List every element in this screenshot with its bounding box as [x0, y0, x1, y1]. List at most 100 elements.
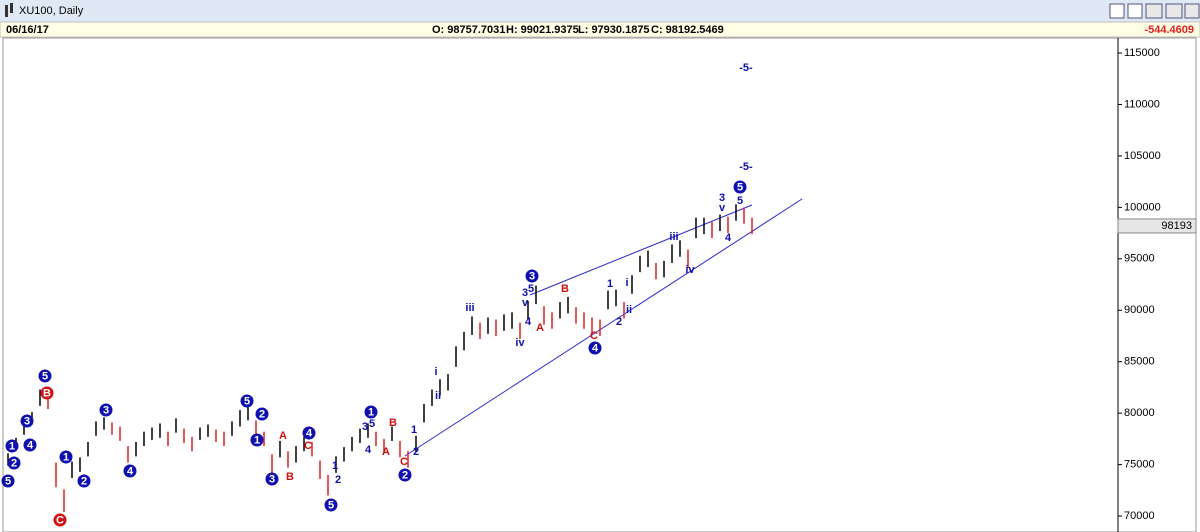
wave-marker: [20, 414, 34, 428]
y-tick-label: 95000: [1124, 253, 1155, 265]
wave-label: 5: [737, 181, 743, 193]
wave-marker: [77, 474, 91, 488]
wave-label: C: [56, 514, 64, 526]
last-price-box: [1117, 218, 1197, 234]
wave-label: i: [625, 277, 628, 289]
wave-label: 3: [269, 473, 275, 485]
wave-label: B: [286, 471, 294, 483]
wave-label: 3: [529, 270, 535, 282]
wave-label: A: [279, 430, 287, 442]
wave-label: B: [43, 387, 51, 399]
wave-label: B: [561, 283, 569, 295]
wave-marker: [302, 426, 316, 440]
plot-area: [2, 37, 1197, 532]
wave-label: 1: [332, 460, 338, 472]
wave-label: ii: [626, 304, 632, 316]
wave-marker: [40, 386, 54, 400]
wave-label: 4: [127, 465, 134, 477]
y-tick-label: 110000: [1124, 98, 1160, 110]
button-minimize[interactable]: [1145, 3, 1163, 19]
wave-marker: [53, 513, 67, 527]
info-date: 06/16/17: [6, 24, 49, 36]
info-low: L: 97930.1875: [578, 24, 650, 36]
wave-marker: [123, 464, 137, 478]
wave-label: A: [536, 322, 544, 334]
wave-label: v: [522, 297, 529, 309]
wave-label: iii: [669, 231, 678, 243]
wave-label: -5-: [739, 161, 753, 173]
wave-label: 2: [335, 474, 341, 486]
title-bar: [0, 0, 1200, 22]
button-maximize[interactable]: [1165, 3, 1183, 19]
button-close[interactable]: [1184, 3, 1200, 19]
wave-label: 4: [306, 427, 313, 439]
info-bar: [0, 21, 1200, 38]
wave-marker: [265, 472, 279, 486]
wave-marker: [1, 474, 15, 488]
window-icon: [5, 3, 13, 17]
wave-label: B: [389, 417, 397, 429]
wave-label: C: [400, 456, 408, 468]
wave-marker: [398, 468, 412, 482]
wedge-lower-line: [404, 198, 803, 457]
window-buttons[interactable]: [1109, 3, 1200, 19]
wave-label: 4: [365, 444, 372, 456]
y-tick-label: 80000: [1124, 407, 1155, 419]
wave-label: 5: [528, 283, 534, 295]
wave-label: 2: [413, 446, 419, 458]
wave-label: 1: [368, 406, 374, 418]
wave-marker: [255, 407, 269, 421]
wave-marker: [5, 439, 19, 453]
wave-marker: [525, 269, 539, 283]
y-tick-label: 85000: [1124, 356, 1155, 368]
wave-marker: [324, 498, 338, 512]
y-tick-label: 75000: [1124, 459, 1155, 471]
y-tick-label: 90000: [1124, 304, 1155, 316]
wave-label: iii: [465, 302, 474, 314]
wave-marker: [240, 394, 254, 408]
wave-label: 3: [103, 404, 109, 416]
wave-label: 3: [522, 287, 528, 299]
wave-label: 4: [725, 232, 732, 244]
wave-label: 3: [362, 421, 368, 433]
y-tick-label: 100000: [1124, 201, 1161, 213]
info-open: O: 98757.7031: [432, 24, 505, 36]
wave-label: 4: [592, 342, 599, 354]
last-price-label: 98193: [1161, 220, 1192, 232]
wave-label: 2: [616, 316, 622, 328]
wave-label: 5: [737, 195, 743, 207]
y-tick-label: 105000: [1124, 150, 1161, 162]
wave-label: i: [434, 366, 437, 378]
button-icon[interactable]: [1109, 3, 1125, 19]
info-close: C: 98192.5469: [651, 24, 724, 36]
wave-label: 5: [5, 475, 11, 487]
wave-marker: [364, 405, 378, 419]
wave-label: 1: [63, 451, 69, 463]
info-high: H: 99021.9375: [506, 24, 579, 36]
window-title: XU100, Daily: [19, 5, 84, 17]
wave-marker: [23, 438, 37, 452]
y-tick-label: 70000: [1124, 510, 1155, 522]
wave-label: iv: [685, 264, 695, 276]
wave-label: 2: [81, 475, 87, 487]
wave-label: 5: [328, 499, 334, 511]
wave-label: 1: [411, 424, 417, 436]
button-restore[interactable]: [1127, 3, 1143, 19]
wave-marker: [38, 369, 52, 383]
wave-label: iv: [515, 337, 525, 349]
wave-marker: [250, 433, 264, 447]
wave-label: 3: [719, 192, 725, 204]
info-change: -544.4609: [1144, 24, 1194, 36]
wave-label: 5: [244, 395, 250, 407]
wave-marker: [59, 450, 73, 464]
wave-label: 5: [369, 418, 375, 430]
wave-label: 1: [607, 278, 613, 290]
wave-label: 2: [11, 457, 17, 469]
y-tick-label: 115000: [1124, 47, 1160, 59]
wave-label: -5-: [739, 62, 753, 74]
wave-label: 3: [24, 415, 30, 427]
wave-marker: [733, 180, 747, 194]
wave-label: ii: [435, 390, 441, 402]
wave-label: 4: [27, 439, 34, 451]
